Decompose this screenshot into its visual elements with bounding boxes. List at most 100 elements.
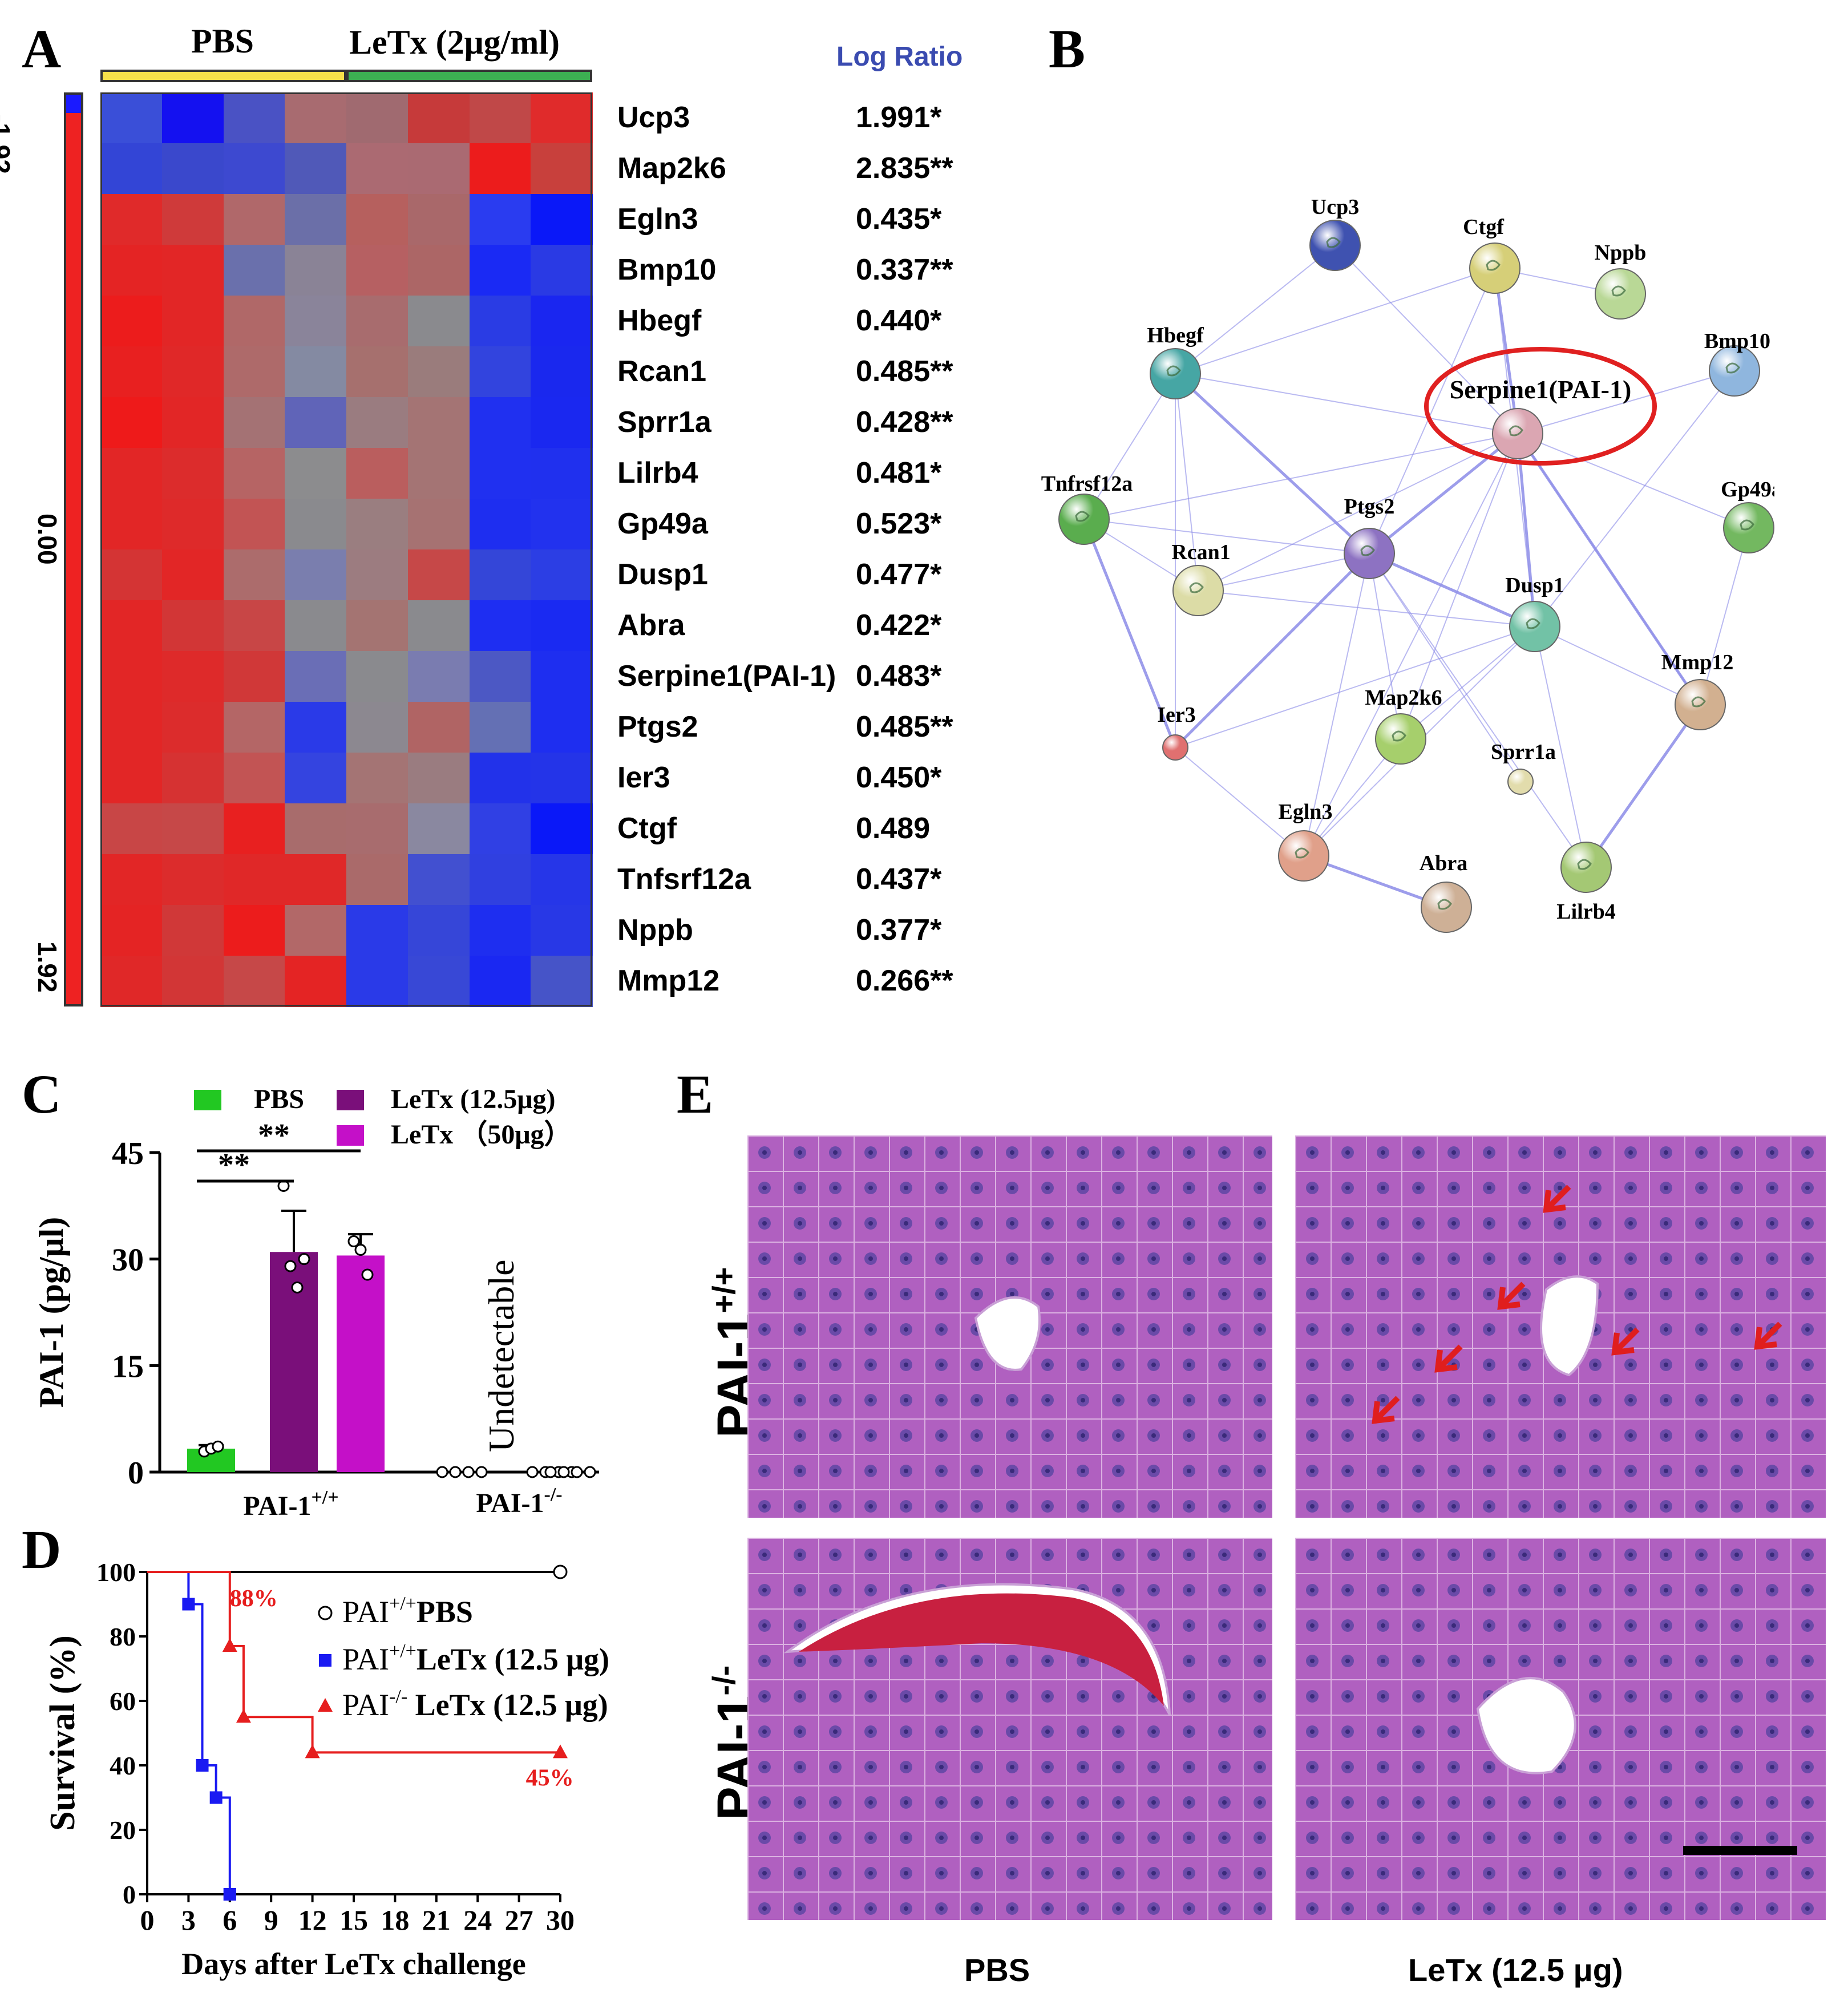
y-tick-label: 60 — [110, 1687, 136, 1716]
network-node-label: Mmp12 — [1661, 650, 1734, 674]
network-node-label: Ctgf — [1463, 215, 1505, 239]
protein-structure-icon — [1486, 260, 1501, 271]
heatmap-cell — [285, 905, 347, 956]
heatmap-log-ratio: 2.835** — [856, 152, 953, 185]
survival-marker — [223, 1888, 236, 1901]
heatmap-cell — [100, 448, 163, 499]
heatmap-cell — [285, 854, 347, 905]
red-arrow — [1435, 1344, 1463, 1372]
red-arrow-head — [1497, 1287, 1521, 1310]
heatmap-cell — [531, 600, 593, 652]
heatmap-log-ratio: 0.450* — [856, 761, 942, 794]
heatmap-cell — [346, 245, 409, 296]
network-edge — [1198, 433, 1518, 591]
heatmap-cell — [285, 956, 347, 1007]
heatmap-cell — [407, 549, 470, 601]
network-edge — [1400, 626, 1535, 739]
heatmap-cell — [531, 905, 593, 956]
heatmap-log-ratio: 0.437* — [856, 863, 942, 896]
sig-label-lower: ** — [218, 1147, 250, 1183]
heatmap-cell — [223, 956, 286, 1007]
heatmap-cell — [161, 499, 224, 550]
y-tick-label: 30 — [112, 1243, 144, 1278]
network-edge — [1303, 553, 1370, 856]
legend-marker — [318, 1606, 333, 1620]
x-tick-label: 12 — [298, 1904, 327, 1936]
heatmap-cell — [346, 905, 409, 956]
red-arrow-head — [1434, 1349, 1458, 1373]
legend-base: PAI — [342, 1595, 389, 1629]
heatmap-cell — [285, 296, 347, 347]
heatmap-gene-label: Serpine1(PAI-1) — [617, 660, 836, 693]
data-point — [557, 1466, 570, 1478]
network-edge — [1303, 433, 1518, 856]
heatmap-cell — [161, 956, 224, 1007]
x-tick-label: 3 — [181, 1904, 196, 1936]
heatmap-cell — [100, 346, 163, 398]
legend-marker — [318, 1698, 333, 1712]
x-axis-label: Days after LeTx challenge — [181, 1947, 525, 1981]
scale-label-top: -1.92 — [0, 114, 15, 174]
y-axis-label: PAI-1 (pg/μl) — [33, 1217, 70, 1408]
central-vein — [1476, 1677, 1576, 1774]
log-ratio-header: Log Ratio — [836, 42, 963, 72]
heatmap-cell — [285, 600, 347, 652]
network-node-label: Abra — [1420, 851, 1467, 875]
network-node-label: Ier3 — [1157, 703, 1196, 727]
network-edge — [1534, 370, 1735, 627]
heatmap-group-bar-letx — [346, 70, 592, 82]
heatmap-gene-label: Map2k6 — [617, 152, 726, 185]
heatmap-cell — [161, 448, 224, 499]
network-edge — [1700, 527, 1749, 705]
serpine1-highlight-ellipse — [1424, 347, 1657, 466]
heatmap-cell — [407, 245, 470, 296]
survival-marker — [209, 1791, 223, 1804]
heatmap-cell — [531, 753, 593, 804]
heatmap-cell — [346, 346, 409, 398]
heatmap-cell — [100, 956, 163, 1007]
x-tick-label: 21 — [422, 1904, 451, 1936]
y-tick-label: 40 — [110, 1751, 136, 1780]
col-label-letx: LeTx (12.5 μg) — [1408, 1952, 1623, 1988]
heatmap-cell — [161, 702, 224, 753]
heatmap-cell — [407, 702, 470, 753]
heatmap-cell — [161, 92, 224, 144]
heatmap-gene-label: Lilrb4 — [617, 456, 698, 490]
blood-cells — [799, 1593, 1164, 1706]
protein-structure-icon — [1392, 730, 1406, 742]
protein-structure-icon — [1509, 425, 1523, 436]
heatmap-cell — [100, 296, 163, 347]
heatmap-cell — [223, 702, 286, 753]
heatmap-cell — [100, 92, 163, 144]
protein-structure-icon — [1740, 519, 1754, 531]
heatmap-cell — [531, 143, 593, 195]
heatmap-cell — [531, 956, 593, 1007]
protein-structure-icon — [1437, 899, 1452, 910]
x-tick-label: 6 — [223, 1904, 237, 1936]
heatmap-cell — [346, 702, 409, 753]
heatmap-cell — [100, 499, 163, 550]
network-edge — [1369, 553, 1587, 868]
heatmap-cell — [100, 905, 163, 956]
heatmap-log-ratio: 0.266** — [856, 964, 953, 997]
heatmap-cell — [531, 92, 593, 144]
heatmap-cell — [346, 753, 409, 804]
panel-b-label: B — [1049, 18, 1086, 79]
x-tick-label: 15 — [339, 1904, 368, 1936]
heatmap-cell — [346, 854, 409, 905]
heatmap-cell — [100, 549, 163, 601]
heatmap-gene-label: Gp49a — [617, 507, 708, 540]
heatmap-cell — [346, 296, 409, 347]
heatmap-cell — [285, 245, 347, 296]
network-edge — [1534, 626, 1701, 705]
heatmap-cell — [223, 448, 286, 499]
network-node-sprr1a — [1507, 769, 1534, 795]
legend-sup: -/- — [389, 1686, 407, 1707]
heatmap-cell — [531, 194, 593, 245]
group-label-ko-sup: -/- — [544, 1484, 563, 1505]
y-tick-label: 100 — [96, 1558, 136, 1587]
heatmap-gene-label: Ctgf — [617, 812, 677, 845]
heatmap-cell — [407, 651, 470, 702]
heatmap-cell — [223, 499, 286, 550]
network-node-label: Rcan1 — [1171, 540, 1230, 564]
